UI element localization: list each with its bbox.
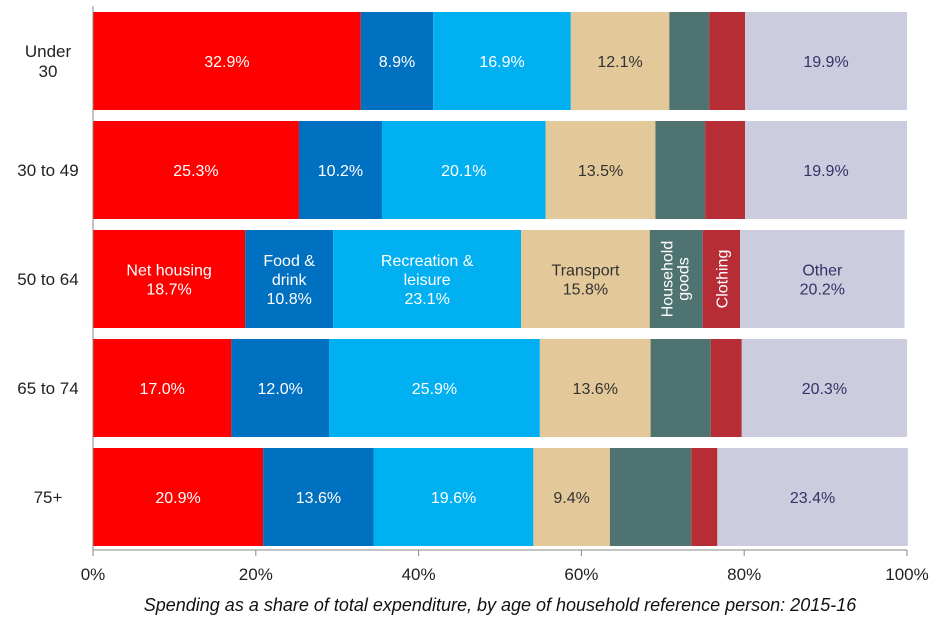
segment-label-2-2: Recreation & leisure 23.1%	[381, 253, 474, 308]
bar-segment-3-4	[533, 448, 610, 546]
x-tick-label-3: 60%	[564, 565, 598, 584]
bar-segment-0-3	[93, 339, 232, 437]
segment-label-1-1: 10.2%	[318, 163, 363, 180]
bar-segment-5-4	[691, 448, 718, 546]
bar-segment-1-4	[263, 448, 374, 546]
bar-segment-6-1	[745, 121, 907, 219]
bar-segment-1-0	[360, 12, 434, 110]
segment-label-0-3: 17.0%	[140, 381, 185, 398]
category-labels-layer: Under 30 30 to 49 50 to 64 65 to 74 75+	[17, 42, 78, 507]
bar-segment-5-1	[705, 121, 746, 219]
bar-segment-4-3	[650, 339, 711, 437]
bar-segment-0-2	[93, 230, 246, 328]
bar-segment-2-4	[373, 448, 534, 546]
bar-segment-2-0	[433, 12, 571, 110]
bar-segment-1-2	[245, 230, 334, 328]
x-tick-label-0: 0%	[81, 565, 106, 584]
bar-segment-4-4	[609, 448, 692, 546]
segment-label-0-1: 25.3%	[173, 163, 218, 180]
bar-segment-5-0	[709, 12, 746, 110]
segment-label-2-4: 19.6%	[431, 490, 476, 507]
bar-segment-3-1	[545, 121, 656, 219]
bar-segment-3-3	[539, 339, 651, 437]
bar-segment-6-3	[741, 339, 907, 437]
segment-label-2-1: 20.1%	[441, 163, 486, 180]
bar-segment-5-2	[702, 230, 741, 328]
segment-label-1-0: 8.9%	[379, 54, 415, 71]
segment-label-0-2: Net housing 18.7%	[126, 263, 211, 299]
category-label-4: 75+	[34, 488, 63, 507]
segment-label-3-0: 12.1%	[597, 54, 642, 71]
bar-segment-2-2	[333, 230, 522, 328]
x-axis: 0% 20% 40% 60% 80% 100%	[81, 6, 929, 584]
segment-label-1-3: 12.0%	[258, 381, 303, 398]
x-tick-label-4: 80%	[727, 565, 761, 584]
category-label-3: 65 to 74	[17, 379, 78, 398]
segment-label-3-3: 13.6%	[573, 381, 618, 398]
category-label-1: 30 to 49	[17, 161, 78, 180]
bar-segment-0-4	[93, 448, 264, 546]
segment-label-3-2: Transport 15.8%	[552, 263, 620, 299]
bar-segment-6-4	[717, 448, 908, 546]
segment-label-0-4: 20.9%	[155, 490, 200, 507]
segment-label-0-0: 32.9%	[204, 54, 249, 71]
bar-segment-3-0	[570, 12, 670, 110]
segment-label-5-2: Clothing	[714, 250, 731, 309]
segment-label-4-2: Householdgoods	[660, 241, 693, 318]
segment-label-3-4: 9.4%	[553, 490, 589, 507]
bar-segment-4-1	[655, 121, 706, 219]
segment-label-6-4: 23.4%	[790, 490, 835, 507]
segment-label-1-2: Food & drink 10.8%	[263, 253, 315, 308]
bar-segment-2-3	[329, 339, 540, 437]
segment-labels-layer: 32.9% 8.9% 16.9% 12.1% 19.9% 25.3% 10.2% 20.1% 1…	[126, 54, 848, 507]
bar-segment-4-0	[669, 12, 710, 110]
segment-label-2-3: 25.9%	[412, 381, 457, 398]
bar-segment-6-0	[745, 12, 907, 110]
bar-segment-5-3	[710, 339, 742, 437]
category-label-2: 50 to 64	[17, 270, 78, 289]
segment-label-6-2: Other 20.2%	[800, 263, 845, 299]
bar-segment-0-1	[93, 121, 299, 219]
x-tick-label-1: 20%	[239, 565, 273, 584]
category-label-0: Under 30	[25, 42, 72, 81]
bar-segment-6-2	[740, 230, 905, 328]
bar-segment-3-2	[521, 230, 650, 328]
segment-label-6-1: 19.9%	[803, 163, 848, 180]
x-axis-title: Spending as a share of total expenditure…	[144, 595, 857, 615]
segment-label-3-1: 13.5%	[578, 163, 623, 180]
bar-segment-1-1	[298, 121, 382, 219]
bar-segment-0-0	[93, 12, 361, 110]
x-tick-label-5: 100%	[885, 565, 928, 584]
bar-segment-1-3	[231, 339, 330, 437]
bar-segment-4-2	[649, 230, 703, 328]
bars-layer	[93, 12, 908, 546]
segment-label-1-4: 13.6%	[296, 490, 341, 507]
bar-segment-2-1	[381, 121, 546, 219]
x-tick-label-2: 40%	[402, 565, 436, 584]
segment-label-2-0: 16.9%	[479, 54, 524, 71]
segment-label-6-0: 19.9%	[803, 54, 848, 71]
segment-label-6-3: 20.3%	[802, 381, 847, 398]
